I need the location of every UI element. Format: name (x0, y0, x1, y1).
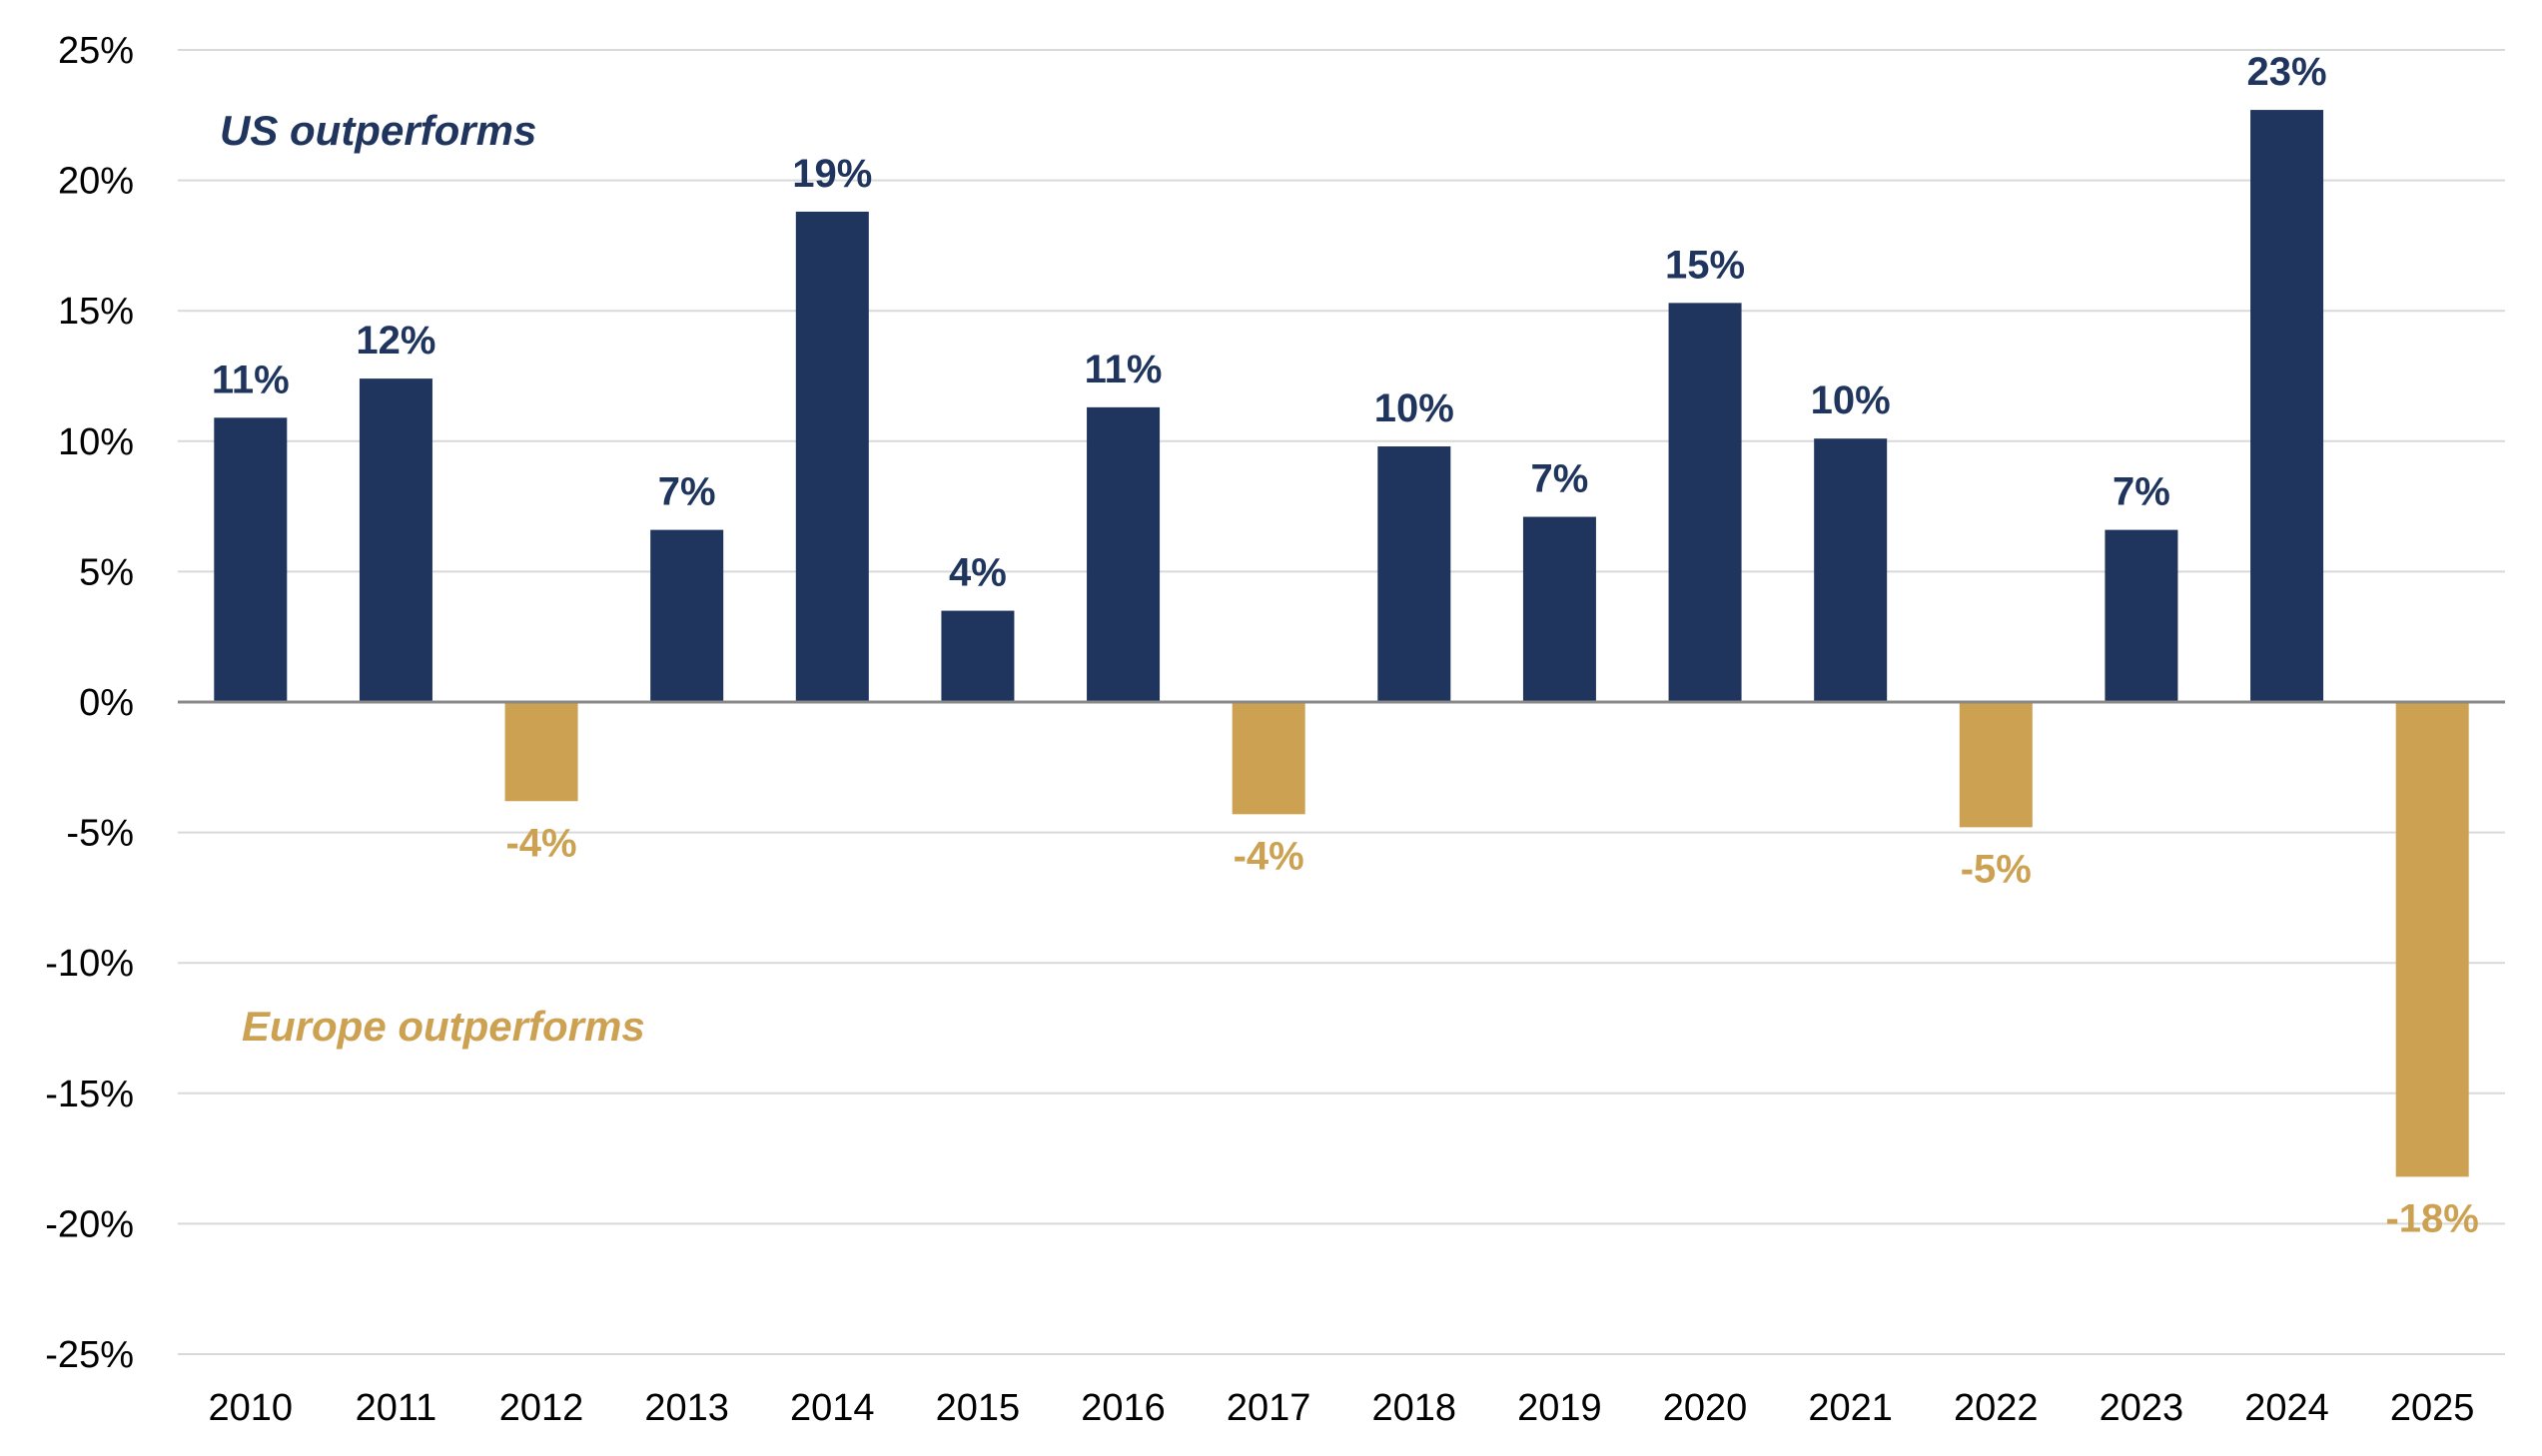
x-tick-label: 2017 (1227, 1387, 1311, 1429)
x-tick-label: 2025 (2390, 1387, 2475, 1429)
bar (1087, 406, 1161, 702)
y-tick-label: -5% (66, 813, 134, 855)
data-label: -5% (1961, 847, 2032, 891)
bar (1814, 438, 1888, 702)
y-tick-label: -15% (45, 1074, 134, 1115)
data-label: 10% (1374, 386, 1454, 430)
data-label: 7% (1531, 457, 1589, 501)
x-tick-label: 2023 (2100, 1387, 2184, 1429)
data-labels: 11% 12% -4% 7% 19% 4% 11% -4% 10% 7% 15% 10% -5% 7% 23… (212, 50, 2479, 1240)
data-label: 4% (949, 551, 1007, 595)
x-tick-label: 2022 (1954, 1387, 2039, 1429)
y-axis-tick-labels: 25% 20% 15% 10% 5% 0% -5% -10% -15% -20% -25% (45, 30, 134, 1376)
bar (1377, 446, 1451, 702)
bar (359, 378, 432, 702)
bar (504, 702, 578, 802)
data-label: 11% (1085, 348, 1163, 391)
data-label: 19% (792, 152, 872, 196)
data-label: 15% (1665, 243, 1745, 287)
bar (795, 211, 869, 702)
bar (1232, 702, 1305, 815)
bar (1668, 303, 1742, 702)
data-label: -18% (2385, 1196, 2478, 1240)
y-tick-label: 25% (58, 30, 134, 72)
bar (1522, 516, 1596, 702)
data-label: 12% (356, 319, 435, 363)
annotation-europe-outperforms: Europe outperforms (242, 1003, 645, 1050)
bars (214, 110, 2469, 1177)
bar (650, 529, 724, 702)
bar (2250, 110, 2324, 703)
bar (2105, 529, 2178, 702)
x-tick-label: 2015 (936, 1387, 1021, 1429)
data-label: 7% (658, 470, 716, 514)
x-tick-label: 2020 (1663, 1387, 1748, 1429)
x-tick-label: 2013 (644, 1387, 729, 1429)
y-tick-label: 20% (58, 161, 134, 203)
bar (214, 417, 288, 702)
data-label: -4% (1234, 834, 1304, 878)
y-tick-label: 10% (58, 421, 134, 463)
x-tick-label: 2014 (790, 1387, 875, 1429)
y-tick-label: 5% (79, 551, 134, 593)
x-axis-tick-labels: 2010 2011 2012 2013 2014 2015 2016 2017 2018 2019… (209, 1387, 2475, 1429)
data-label: 10% (1811, 378, 1891, 422)
x-tick-label: 2024 (2244, 1387, 2329, 1429)
y-tick-label: -25% (45, 1334, 134, 1376)
data-label: 11% (212, 358, 290, 401)
annotation-us-outperforms: US outperforms (220, 107, 536, 154)
y-tick-label: -10% (45, 943, 134, 985)
x-tick-label: 2010 (209, 1387, 294, 1429)
data-label: 23% (2247, 50, 2327, 94)
x-tick-label: 2019 (1517, 1387, 1602, 1429)
x-tick-label: 2012 (499, 1387, 584, 1429)
bar (2395, 702, 2469, 1177)
x-tick-label: 2016 (1081, 1387, 1166, 1429)
x-tick-label: 2021 (1808, 1387, 1893, 1429)
data-label: -4% (505, 821, 576, 865)
x-tick-label: 2018 (1372, 1387, 1457, 1429)
gridlines (178, 49, 2505, 1355)
y-tick-label: 15% (58, 291, 134, 333)
x-tick-label: 2011 (356, 1387, 437, 1429)
y-tick-label: -20% (45, 1203, 134, 1245)
bar (941, 610, 1015, 702)
data-label: 7% (2113, 470, 2170, 514)
bar (1959, 702, 2033, 828)
y-tick-label: 0% (79, 682, 134, 724)
